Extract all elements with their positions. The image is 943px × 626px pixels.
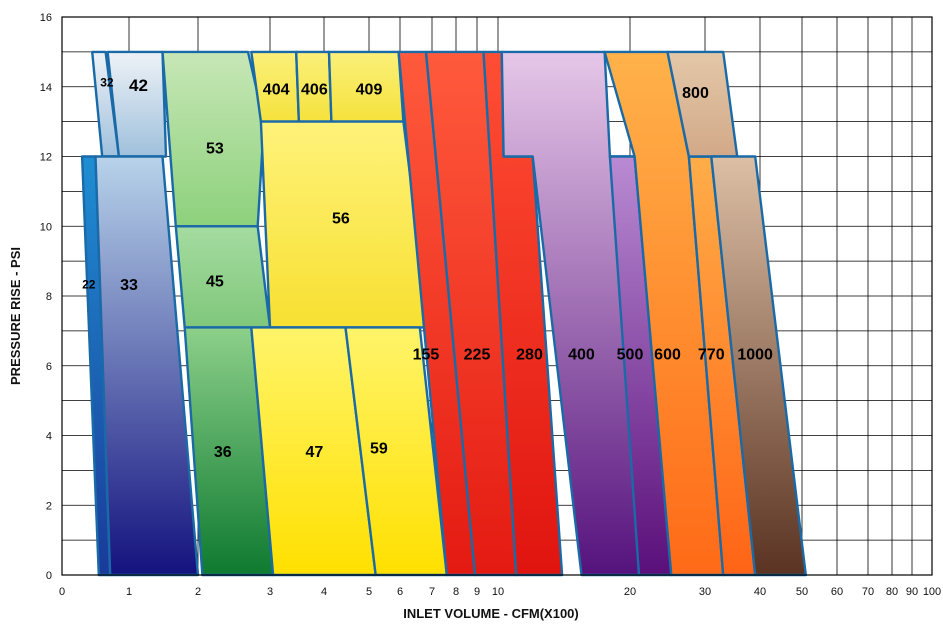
- x-tick-label: 10: [492, 586, 504, 598]
- region-53: [161, 50, 266, 228]
- y-tick-label: 0: [46, 570, 52, 582]
- model-label-56: 56: [332, 210, 350, 227]
- model-label-45: 45: [206, 273, 224, 290]
- x-tick-labels: 0 1 2 3 4 5 6 7 8 9 10 20 30 40 50 60 70 80 90 100: [59, 586, 941, 598]
- y-tick-label: 2: [46, 500, 52, 512]
- x-tick-label: 100: [923, 586, 941, 598]
- x-tick-label: 7: [429, 586, 435, 598]
- y-tick-label: 14: [40, 82, 52, 94]
- y-axis-title: PRESSURE RISE - PSI: [8, 247, 23, 385]
- y-tick-label: 4: [46, 431, 52, 443]
- model-label-47: 47: [305, 444, 323, 461]
- x-tick-label: 20: [624, 586, 636, 598]
- x-tick-label: 60: [831, 586, 843, 598]
- x-tick-label: 9: [474, 586, 480, 598]
- model-regions: [80, 50, 807, 577]
- x-tick-label: 50: [796, 586, 808, 598]
- region-42: [106, 50, 168, 158]
- x-tick-label: 2: [195, 586, 201, 598]
- model-label-770: 770: [698, 347, 725, 364]
- model-label-800: 800: [682, 85, 709, 102]
- x-tick-label: 1: [126, 586, 132, 598]
- x-tick-label: 3: [267, 586, 273, 598]
- model-label-280: 280: [516, 347, 543, 364]
- x-tick-label: 30: [699, 586, 711, 598]
- model-label-1000: 1000: [737, 347, 773, 364]
- model-label-400: 400: [568, 347, 595, 364]
- model-label-500: 500: [617, 347, 644, 364]
- y-tick-label: 6: [46, 361, 52, 373]
- x-tick-label: 0: [59, 586, 65, 598]
- x-tick-label: 70: [862, 586, 874, 598]
- y-tick-label: 12: [40, 152, 52, 164]
- plot-frame: [61, 16, 933, 576]
- x-tick-label: 80: [886, 586, 898, 598]
- model-label-225: 225: [464, 347, 491, 364]
- y-tick-label: 10: [40, 221, 52, 233]
- y-tick-label: 8: [46, 291, 52, 303]
- model-label-406: 406: [301, 81, 328, 98]
- model-label-22: 22: [82, 278, 96, 292]
- x-tick-label: 6: [397, 586, 403, 598]
- model-labels: 32 42 22 33 53 45 36 47 59 404 406 409 56 155 225 280 40…: [82, 75, 773, 461]
- x-tick-label: 8: [453, 586, 459, 598]
- model-label-155: 155: [413, 347, 440, 364]
- model-label-33: 33: [120, 277, 138, 294]
- y-tick-labels: 0 2 4 6 8 10 12 14 16: [40, 12, 52, 582]
- model-label-600: 600: [654, 347, 681, 364]
- model-label-53: 53: [206, 141, 224, 158]
- y-tick-label: 16: [40, 12, 52, 24]
- model-label-409: 409: [356, 81, 383, 98]
- model-label-404: 404: [263, 81, 290, 98]
- model-label-59: 59: [370, 441, 388, 458]
- model-label-36: 36: [214, 444, 232, 461]
- x-tick-label: 4: [321, 586, 327, 598]
- model-label-42: 42: [129, 76, 148, 95]
- x-axis-title: INLET VOLUME - CFM(X100): [403, 606, 579, 621]
- x-tick-label: 5: [366, 586, 372, 598]
- model-label-32: 32: [100, 75, 114, 89]
- x-tick-label: 40: [754, 586, 766, 598]
- x-tick-label: 90: [906, 586, 918, 598]
